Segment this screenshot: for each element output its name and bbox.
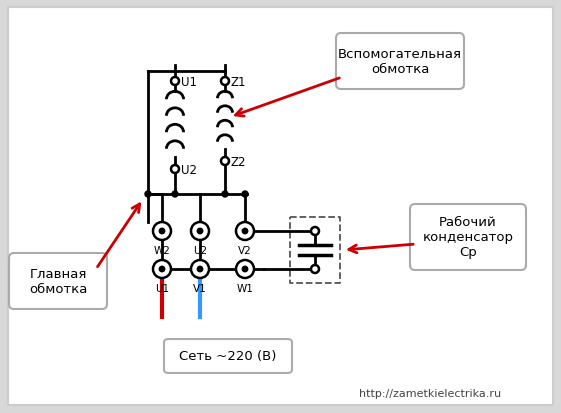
Circle shape: [145, 192, 151, 197]
Circle shape: [242, 192, 248, 197]
Text: U2: U2: [181, 164, 197, 177]
Circle shape: [191, 260, 209, 278]
Text: Сеть ~220 (В): Сеть ~220 (В): [180, 350, 277, 363]
Circle shape: [311, 228, 319, 235]
Text: U1: U1: [181, 75, 197, 88]
FancyBboxPatch shape: [164, 339, 292, 373]
Circle shape: [159, 228, 165, 235]
Circle shape: [171, 78, 179, 86]
Circle shape: [242, 228, 249, 235]
Circle shape: [159, 266, 165, 273]
Text: U2: U2: [193, 245, 207, 255]
Text: Главная
обмотка: Главная обмотка: [29, 267, 87, 295]
Circle shape: [196, 228, 204, 235]
Text: Z1: Z1: [231, 75, 246, 88]
FancyBboxPatch shape: [9, 254, 107, 309]
Circle shape: [196, 266, 204, 273]
Circle shape: [171, 166, 179, 173]
Circle shape: [221, 158, 229, 166]
Text: V1: V1: [193, 283, 207, 293]
FancyBboxPatch shape: [8, 8, 553, 405]
Text: U1: U1: [155, 283, 169, 293]
Text: W2: W2: [154, 245, 171, 255]
Text: Вспомогательная
обмотка: Вспомогательная обмотка: [338, 48, 462, 76]
FancyBboxPatch shape: [410, 204, 526, 271]
Text: V2: V2: [238, 245, 252, 255]
Circle shape: [153, 260, 171, 278]
Circle shape: [236, 260, 254, 278]
Text: W1: W1: [237, 283, 254, 293]
Text: http://zametkielectrika.ru: http://zametkielectrika.ru: [359, 388, 501, 398]
Circle shape: [221, 78, 229, 86]
Circle shape: [191, 223, 209, 240]
Text: Рабочий
конденсатор
Ср: Рабочий конденсатор Ср: [422, 216, 513, 259]
Circle shape: [242, 266, 249, 273]
FancyBboxPatch shape: [336, 34, 464, 90]
Circle shape: [311, 266, 319, 273]
Text: Z2: Z2: [231, 156, 246, 169]
Circle shape: [222, 192, 228, 197]
Circle shape: [153, 223, 171, 240]
Circle shape: [172, 192, 178, 197]
Circle shape: [236, 223, 254, 240]
